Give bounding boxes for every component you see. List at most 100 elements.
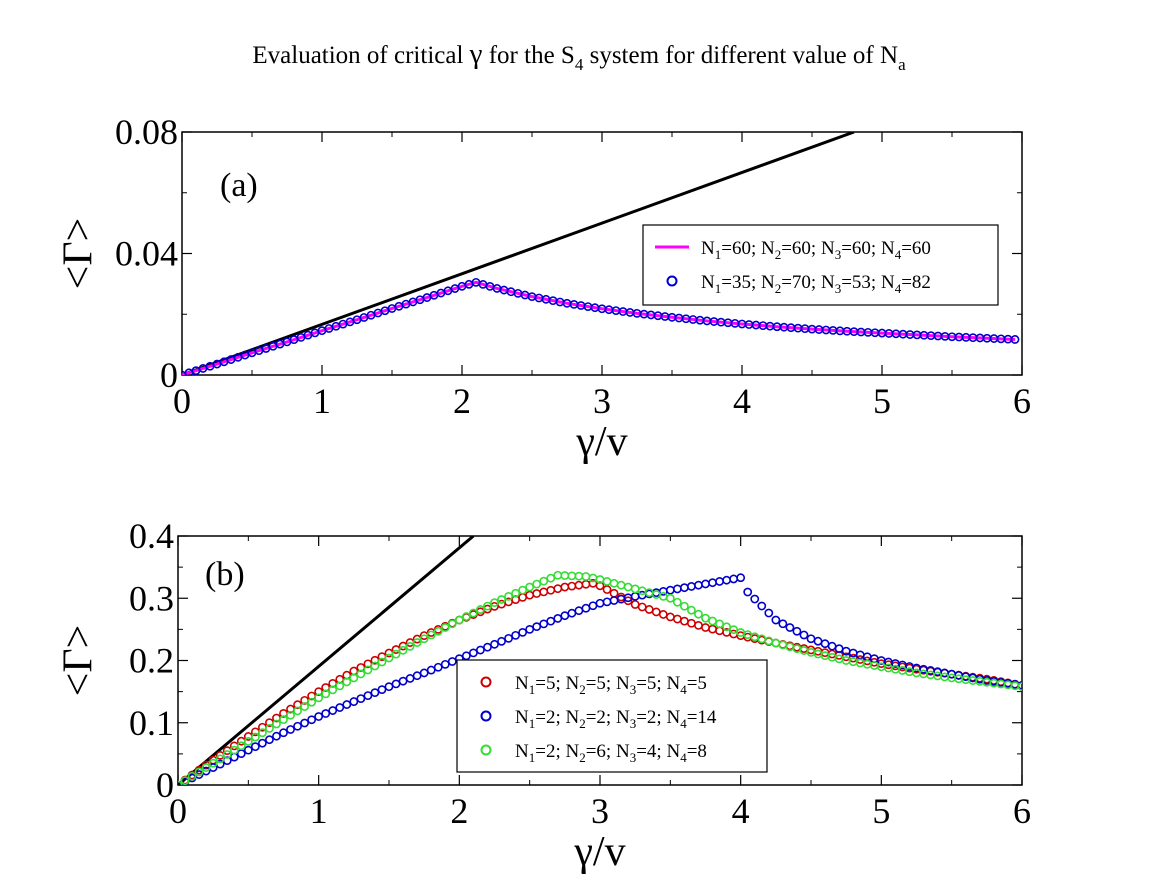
- x-axis-label: γ/v: [573, 829, 625, 875]
- y-tick-label: 0.4: [129, 516, 174, 556]
- data-point: [328, 706, 338, 715]
- data-point: [349, 697, 359, 706]
- x-tick-label: 6: [1013, 381, 1031, 421]
- y-tick-label: 0.2: [129, 641, 174, 681]
- data-point: [609, 588, 619, 598]
- data-point: [419, 634, 429, 644]
- data-point: [187, 771, 197, 781]
- data-point: [384, 653, 394, 663]
- data-point: [229, 752, 239, 762]
- legend-swatch: [666, 275, 678, 287]
- data-point: [257, 738, 267, 748]
- data-point: [504, 633, 513, 643]
- y-tick-label: 0.04: [115, 234, 178, 274]
- data-point: [651, 607, 661, 617]
- data-point: [672, 584, 682, 594]
- data-point: [694, 620, 703, 630]
- panel-label: (a): [220, 167, 258, 204]
- data-point: [300, 718, 309, 728]
- data-point: [701, 579, 710, 589]
- data-point: [468, 608, 478, 618]
- data-point: [694, 609, 703, 619]
- data-point: [715, 577, 724, 586]
- data-point: [307, 715, 317, 725]
- data-point: [687, 605, 696, 615]
- data-point: [265, 735, 274, 745]
- data-point: [539, 587, 549, 597]
- data-point: [630, 584, 640, 594]
- data-point: [497, 636, 506, 646]
- y-axis-label: <Γ>: [56, 625, 102, 697]
- x-tick-label: 2: [450, 791, 468, 831]
- data-point: [588, 573, 598, 583]
- y-tick-label: 0.08: [115, 112, 178, 152]
- data-point: [511, 630, 520, 640]
- y-tick-label: 0.1: [129, 703, 174, 743]
- data-point: [701, 623, 710, 632]
- data-point: [609, 596, 619, 605]
- figure-title-part: for the S: [482, 42, 574, 69]
- data-point: [440, 623, 450, 632]
- data-point: [426, 665, 436, 675]
- figure-title-part: Evaluation of critical: [252, 42, 469, 69]
- data-point: [680, 583, 689, 593]
- data-point: [672, 597, 682, 607]
- data-point: [349, 673, 359, 683]
- legend-label: N1=2; N2=2; N3=2; N4=14: [515, 707, 717, 731]
- data-point: [440, 659, 450, 669]
- legend-label: N1=2; N2=6; N3=4; N4=8: [515, 741, 707, 765]
- data-point: [454, 615, 464, 625]
- data-point: [560, 571, 570, 580]
- x-tick-label: 5: [873, 381, 891, 421]
- data-point: [771, 615, 781, 625]
- data-point: [490, 639, 499, 649]
- data-point: [279, 715, 288, 725]
- data-point: [286, 725, 295, 734]
- data-point: [236, 741, 246, 751]
- data-point: [497, 595, 506, 604]
- data-point: [433, 626, 443, 636]
- data-point: [553, 570, 563, 580]
- data-point: [222, 750, 232, 759]
- data-point: [532, 589, 542, 598]
- data-point: [328, 685, 338, 695]
- legend-swatch: [480, 710, 492, 722]
- data-point: [574, 580, 584, 590]
- data-point: [384, 682, 394, 692]
- legend: N1=5; N2=5; N3=5; N4=5 N1=2; N2=2; N3=2; …: [456, 659, 768, 773]
- data-point: [335, 703, 345, 712]
- data-point: [757, 601, 767, 611]
- data-point: [243, 737, 253, 746]
- data-point: [405, 674, 415, 683]
- data-point: [391, 679, 401, 689]
- data-point: [391, 649, 401, 659]
- data-point: [701, 613, 710, 623]
- data-point: [511, 588, 520, 598]
- data-point: [539, 576, 549, 586]
- figure-title-subscript: 4: [575, 55, 584, 74]
- x-tick-label: 6: [1013, 791, 1031, 831]
- legend-label: N1=60; N2=60; N3=60; N4=60: [701, 238, 931, 262]
- data-point: [658, 591, 668, 601]
- data-point: [314, 693, 324, 703]
- data-point: [201, 763, 211, 772]
- data-point: [750, 594, 760, 604]
- reference-line: [178, 536, 475, 785]
- data-point: [180, 776, 190, 785]
- data-point: [799, 630, 809, 640]
- data-point: [518, 627, 528, 637]
- data-point: [560, 611, 570, 621]
- x-tick-label: 2: [453, 381, 471, 421]
- data-point: [525, 590, 535, 600]
- chart-panel-a: 0 1 2 3 4 5 6 0 0.04 0.08 γ/v <Γ> (a) N1=60; N2=60; N…: [56, 112, 1031, 465]
- data-point: [468, 648, 478, 658]
- legend-label: N1=35; N2=70; N3=53; N4=82: [701, 272, 931, 296]
- figure-title-subscript: a: [898, 55, 906, 74]
- data-point: [1010, 335, 1020, 344]
- data-point: [342, 700, 352, 709]
- data-point: [553, 614, 563, 623]
- data-point: [518, 585, 528, 595]
- figure-title: Evaluation of critical γ for the S4 syst…: [252, 38, 906, 74]
- data-point: [687, 582, 696, 591]
- data-point: [539, 619, 549, 629]
